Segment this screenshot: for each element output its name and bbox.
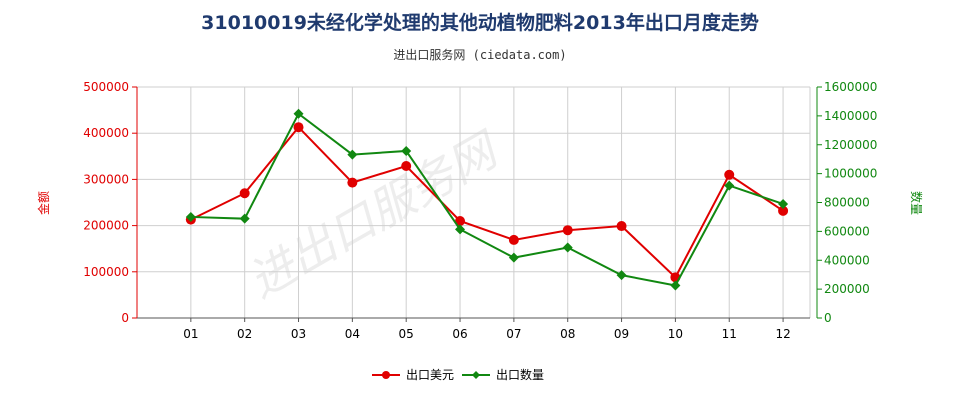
data-point-export-quantity [347, 149, 358, 160]
series-line-0 [190, 125, 784, 279]
y-right-tick-label: 1600000 [824, 80, 877, 94]
x-tick-label: 05 [399, 327, 414, 341]
data-point-export-usd [562, 225, 573, 236]
y-right-tick-label: 1400000 [824, 109, 877, 123]
data-point-export-quantity [239, 213, 250, 224]
data-point-export-usd [239, 188, 250, 199]
y-right-axis-label: 数量 [909, 191, 924, 215]
legend-marker-1 [472, 371, 480, 379]
x-tick-label: 12 [775, 327, 790, 341]
x-tick-label: 02 [237, 327, 252, 341]
data-point-export-usd [616, 221, 627, 232]
series-line-1 [190, 112, 784, 287]
data-point-export-quantity [401, 145, 412, 156]
legend-label-1: 出口数量 [496, 367, 544, 382]
data-point-export-usd [293, 122, 304, 133]
x-tick-label: 09 [614, 327, 629, 341]
data-point-export-quantity [508, 252, 519, 263]
y-left-tick-label: 300000 [83, 172, 129, 186]
data-point-export-usd [455, 215, 466, 226]
data-point-export-usd [508, 234, 519, 245]
x-tick-label: 01 [183, 327, 198, 341]
y-left-tick-label: 500000 [83, 80, 129, 94]
data-point-export-usd [401, 161, 412, 172]
x-tick-label: 03 [291, 327, 306, 341]
data-point-export-usd [724, 169, 735, 180]
y-right-tick-label: 0 [824, 311, 832, 325]
y-left-tick-label: 200000 [83, 219, 129, 233]
y-right-tick-label: 1000000 [824, 167, 877, 181]
y-right-tick-label: 800000 [824, 196, 870, 210]
data-point-export-quantity [670, 280, 681, 291]
y-left-tick-label: 0 [121, 311, 129, 325]
y-right-tick-label: 600000 [824, 224, 870, 238]
y-right-tick-label: 400000 [824, 253, 870, 267]
y-left-axis-label: 金额 [36, 191, 51, 215]
legend-marker-0 [382, 371, 390, 379]
y-left-tick-label: 100000 [83, 265, 129, 279]
data-point-export-quantity [455, 224, 466, 235]
data-point-export-quantity [616, 270, 627, 281]
data-point-export-usd [778, 205, 789, 216]
y-right-tick-label: 1200000 [824, 138, 877, 152]
x-tick-label: 07 [506, 327, 521, 341]
x-tick-label: 11 [722, 327, 737, 341]
data-point-export-usd [347, 177, 358, 188]
x-tick-label: 10 [668, 327, 683, 341]
data-point-export-quantity [724, 180, 735, 191]
data-point-export-quantity [562, 242, 573, 253]
data-point-export-quantity [185, 211, 196, 222]
chart-subtitle: 进出口服务网 (ciedata.com) [393, 48, 567, 62]
x-tick-label: 06 [452, 327, 467, 341]
data-point-export-quantity [778, 198, 789, 209]
data-point-export-quantity [293, 108, 304, 119]
legend-label-0: 出口美元 [406, 368, 454, 382]
y-right-tick-label: 200000 [824, 282, 870, 296]
x-tick-label: 04 [345, 327, 360, 341]
chart-title: 31010019未经化学处理的其他动植物肥料2013年出口月度走势 [201, 12, 759, 34]
y-left-tick-label: 400000 [83, 126, 129, 140]
x-tick-label: 08 [560, 327, 575, 341]
